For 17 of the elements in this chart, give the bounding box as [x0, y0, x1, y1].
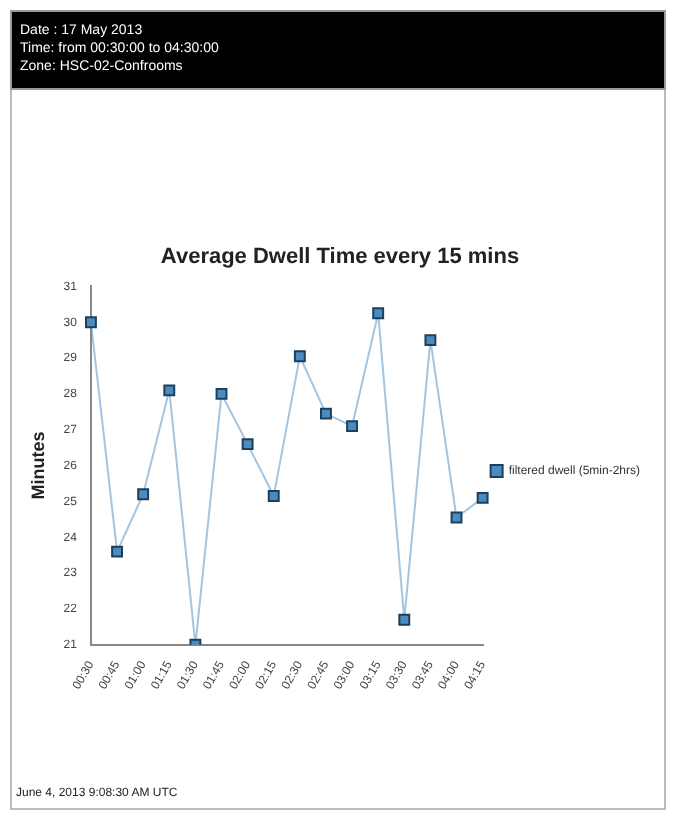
point [267, 490, 280, 503]
point [398, 613, 411, 626]
point [85, 316, 97, 329]
point [137, 488, 150, 501]
y-axis-title: Minutes [27, 431, 48, 500]
point [450, 511, 463, 524]
point [320, 407, 332, 420]
chart-title: Average Dwell Time every 15 mins [160, 245, 520, 270]
point [293, 350, 306, 363]
point [215, 387, 228, 400]
point [111, 545, 124, 558]
point [346, 420, 359, 433]
point [372, 307, 385, 320]
point [163, 384, 176, 397]
point [241, 438, 254, 451]
point [476, 491, 489, 504]
point [424, 334, 437, 347]
